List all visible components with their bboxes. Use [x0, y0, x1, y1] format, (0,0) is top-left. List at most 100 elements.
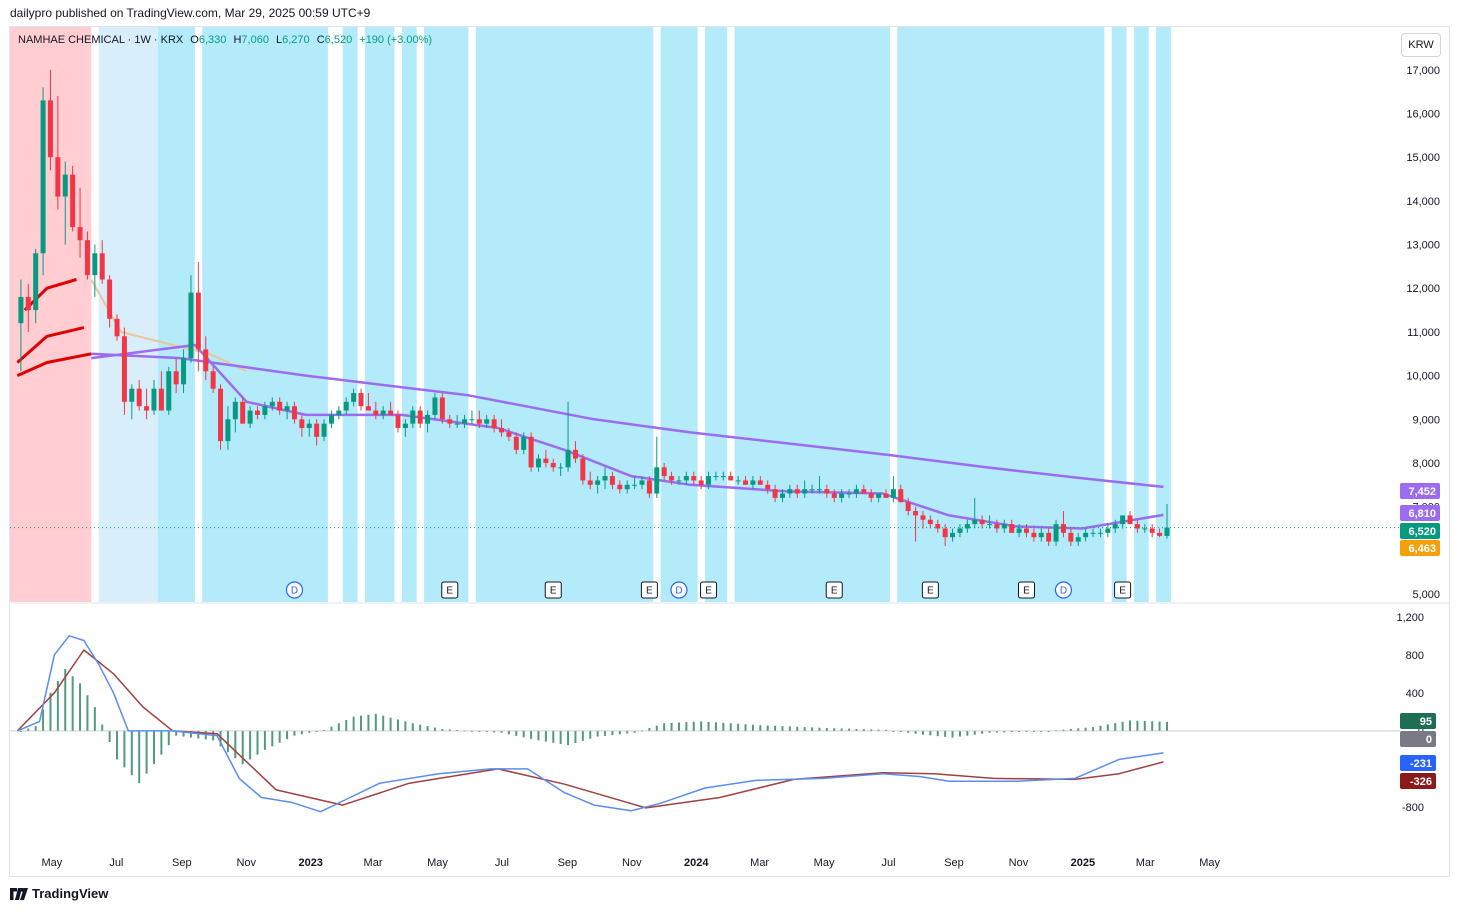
macd-histogram-bar — [951, 730, 954, 738]
moving-average-line — [91, 352, 1164, 489]
currency-button[interactable]: KRW — [1401, 33, 1441, 57]
candle-body — [839, 493, 845, 498]
x-tick-label: Mar — [1136, 857, 1155, 869]
candle-body — [499, 428, 505, 433]
candle-body — [565, 449, 571, 468]
price-tick-label: 13,000 — [1406, 240, 1440, 252]
macd-histogram-bar — [781, 726, 784, 731]
macd-histogram-bar — [1121, 721, 1124, 731]
price-tick-label: 5,000 — [1412, 589, 1440, 601]
legend-close-label: C — [316, 34, 325, 46]
legend-high-label: H — [233, 34, 242, 46]
highlight-band — [342, 27, 358, 602]
legend-low: 6,270 — [282, 34, 310, 46]
candle-body — [447, 419, 453, 424]
macd-axis-tag-label: 95 — [1420, 716, 1432, 728]
macd-histogram-bar — [1047, 730, 1050, 732]
macd-histogram-bar — [692, 721, 695, 731]
highlight-band — [401, 27, 417, 602]
earnings-event-icon — [921, 581, 939, 599]
candle-body — [188, 292, 194, 359]
macd-histogram-bar — [774, 725, 777, 731]
price-axis-tag-label: 6,463 — [1408, 543, 1436, 555]
dividend-event-icon — [1054, 581, 1073, 599]
macd-histogram-bar — [456, 729, 459, 731]
x-tick-label: Jul — [881, 857, 895, 869]
candle-body — [757, 480, 763, 485]
candle-body — [669, 476, 675, 481]
candle-body — [1083, 532, 1089, 538]
macd-histogram-bar — [707, 721, 710, 731]
candle-body — [846, 493, 852, 495]
price-axis-tag-label: 6,810 — [1408, 508, 1436, 520]
macd-histogram-bar — [1010, 730, 1013, 733]
dividend-event-icon — [285, 581, 304, 599]
macd-histogram-bar — [885, 729, 888, 731]
macd-histogram-bar — [1018, 730, 1021, 732]
macd-histogram-bar — [367, 714, 370, 731]
macd-histogram-bar — [530, 730, 533, 739]
highlight-band — [424, 27, 469, 602]
candle-body — [121, 336, 127, 402]
macd-axis-tag-label: 0 — [1426, 734, 1432, 746]
x-tick-label: Jul — [109, 857, 123, 869]
macd-histogram-bar — [700, 721, 703, 731]
macd-histogram-bar — [1099, 725, 1102, 731]
price-tick-label: 10,000 — [1406, 371, 1440, 383]
macd-histogram-bar — [589, 730, 592, 739]
macd-histogram-bar — [574, 730, 577, 744]
candle-body — [661, 467, 667, 477]
candle-body — [328, 414, 334, 424]
macd-histogram-bar — [323, 729, 326, 731]
price-axis-tag-label: 6,520 — [1408, 526, 1436, 538]
macd-histogram-bar — [1136, 720, 1139, 731]
candle-body — [1142, 528, 1148, 530]
macd-histogram-bar — [973, 730, 976, 735]
macd-histogram-bar — [552, 730, 555, 743]
legend-symbol: NAMHAE CHEMICAL · 1W · KRX — [18, 34, 184, 46]
macd-histogram-bar — [766, 725, 769, 731]
candle-body — [779, 493, 785, 498]
publisher-caption: dailypro published on TradingView.com, M… — [10, 6, 371, 20]
macd-histogram-bar — [515, 730, 518, 736]
candle-body — [299, 419, 305, 429]
macd-histogram-bar — [877, 729, 880, 731]
candle-body — [1090, 532, 1096, 534]
price-tick-label: 11,000 — [1407, 327, 1440, 339]
macd-histogram-bar — [507, 730, 510, 735]
macd-histogram-bar — [101, 724, 104, 731]
macd-histogram-bar — [286, 730, 289, 740]
macd-histogram-bar — [1114, 723, 1117, 731]
macd-histogram-bar — [396, 719, 399, 731]
macd-histogram-bar — [655, 725, 658, 731]
candle-body — [521, 436, 527, 450]
x-tick-label: Mar — [750, 857, 769, 869]
price-axis-tag — [1400, 505, 1440, 521]
macd-histogram-bar — [567, 730, 570, 746]
macd-histogram-bar — [744, 724, 747, 731]
candle-body — [942, 528, 948, 538]
candle-body — [151, 388, 157, 411]
earnings-event-icon — [825, 581, 843, 599]
event-label: E — [446, 586, 453, 597]
candle-body — [129, 388, 135, 402]
macd-histogram-bar — [1129, 720, 1132, 731]
highlight-band — [1156, 27, 1171, 602]
macd-axis-tag — [1400, 755, 1436, 771]
macd-histogram-bar — [663, 723, 666, 731]
macd-histogram-bar — [870, 729, 873, 731]
candle-body — [425, 414, 431, 424]
macd-histogram-bar — [79, 683, 82, 731]
macd-histogram-bar — [419, 724, 422, 731]
macd-histogram-bar — [803, 727, 806, 731]
candle-body — [1009, 524, 1015, 533]
candle-body — [787, 489, 793, 494]
candle-body — [417, 410, 423, 424]
candle-body — [225, 419, 231, 442]
x-tick-label: Nov — [1009, 857, 1029, 869]
candle-body — [284, 406, 290, 411]
macd-histogram-bar — [729, 723, 732, 731]
moving-average-line — [91, 343, 1164, 530]
macd-histogram-bar — [1003, 730, 1006, 733]
candle-body — [47, 100, 53, 158]
